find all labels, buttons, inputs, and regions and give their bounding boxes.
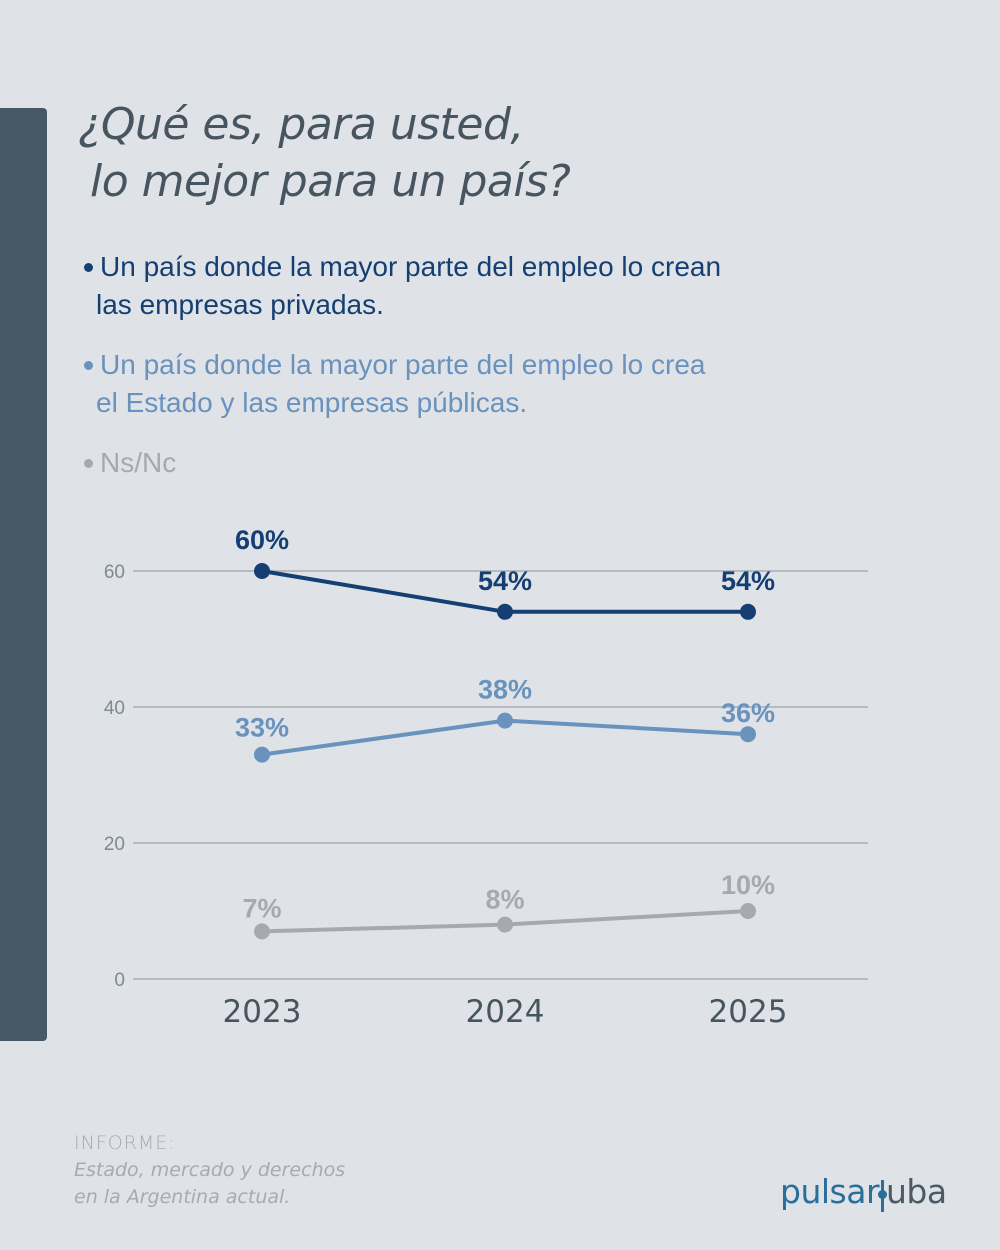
- footer-label: INFORME:: [74, 1132, 176, 1154]
- legend-text-line: el Estado y las empresas públicas.: [96, 387, 528, 418]
- y-tick-label: 40: [104, 698, 125, 719]
- logo-part-pulsar: pulsar: [780, 1172, 880, 1211]
- x-tick-label: 2025: [709, 994, 788, 1030]
- data-label: 10%: [721, 870, 775, 900]
- legend-text-line: Ns/Nc: [100, 447, 177, 478]
- legend: Un país donde la mayor parte del empleo …: [80, 248, 840, 504]
- data-label: 54%: [478, 566, 532, 596]
- y-tick-label: 0: [114, 970, 125, 991]
- data-point: [254, 563, 270, 579]
- x-tick-label: 2023: [223, 994, 302, 1030]
- logo-part-uba: uba: [886, 1172, 947, 1211]
- legend-item-privadas: Un país donde la mayor parte del empleo …: [80, 248, 840, 324]
- title-line-2: lo mejor para un país?: [90, 156, 571, 207]
- data-label: 54%: [721, 566, 775, 596]
- data-label: 7%: [242, 893, 281, 923]
- y-tick-label: 20: [104, 834, 125, 855]
- legend-text-line: las empresas privadas.: [96, 289, 384, 320]
- legend-bullet-icon: [84, 263, 93, 272]
- data-point: [254, 746, 270, 763]
- title-line-1: ¿Qué es, para usted,: [78, 99, 524, 150]
- data-label: 36%: [721, 698, 775, 728]
- legend-bullet-icon: [84, 361, 93, 370]
- data-point: [254, 923, 270, 940]
- logo-divider-icon: [878, 1179, 888, 1212]
- data-point: [740, 903, 756, 919]
- x-tick-label: 2024: [466, 994, 545, 1030]
- pulsar-uba-logo: pulsar uba: [780, 1172, 947, 1212]
- y-tick-label: 60: [104, 562, 125, 583]
- data-label: 60%: [235, 525, 289, 555]
- footer-line-1: Estado, mercado y derechos: [74, 1159, 346, 1181]
- data-point: [497, 712, 513, 729]
- data-point: [497, 603, 513, 620]
- data-point: [740, 603, 756, 620]
- chart-title: ¿Qué es, para usted, lo mejor para un pa…: [78, 96, 571, 210]
- legend-item-estado: Un país donde la mayor parte del empleo …: [80, 346, 840, 422]
- data-label: 33%: [235, 713, 289, 743]
- legend-item-nsnc: Ns/Nc: [80, 444, 840, 482]
- data-label: 8%: [485, 885, 524, 915]
- legend-text-line: Un país donde la mayor parte del empleo …: [100, 349, 706, 380]
- legend-text-line: Un país donde la mayor parte del empleo …: [100, 251, 722, 282]
- data-point: [740, 726, 756, 743]
- footer-line-2: en la Argentina actual.: [74, 1186, 291, 1208]
- side-accent-bar: [0, 108, 47, 1041]
- data-point: [497, 916, 513, 933]
- data-label: 38%: [478, 675, 532, 705]
- legend-bullet-icon: [84, 459, 93, 468]
- footer-report-info: INFORME: Estado, mercado y derechos en l…: [74, 1130, 345, 1211]
